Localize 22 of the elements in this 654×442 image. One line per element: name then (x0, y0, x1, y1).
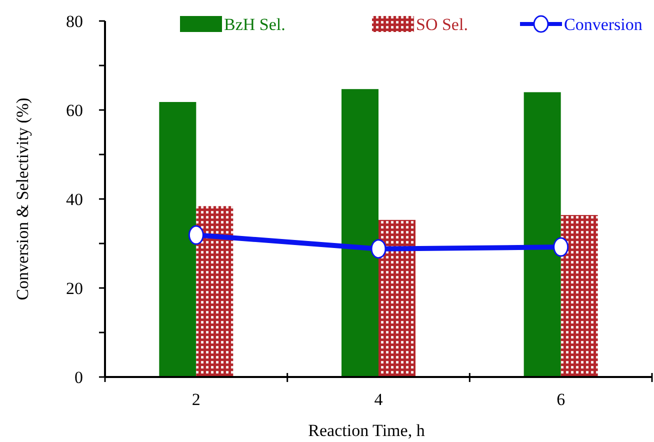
x-tick-label: 6 (556, 390, 566, 409)
y-tick-label: 60 (66, 100, 83, 120)
y-tick-label: 0 (74, 368, 83, 387)
x-axis-title: Reaction Time, h (308, 421, 426, 440)
y-tick-label: 20 (66, 278, 83, 298)
bar (560, 215, 598, 377)
x-tick-label: 2 (192, 390, 200, 409)
legend-label: BzH Sel. (224, 14, 286, 34)
y-tick-label: 40 (66, 190, 83, 209)
bar (159, 102, 196, 377)
bar (196, 206, 234, 377)
legend-label: Conversion (564, 14, 643, 34)
y-axis-title: Conversion & Selectivity (%) (13, 98, 32, 300)
y-tick-label: 80 (66, 12, 83, 31)
bar (524, 92, 561, 377)
point (553, 237, 569, 257)
x-tick-label: 4 (374, 390, 384, 409)
point (188, 225, 204, 245)
bar (342, 89, 378, 377)
point (370, 239, 386, 259)
legend-label: SO Sel. (416, 14, 468, 34)
bar (378, 220, 416, 377)
